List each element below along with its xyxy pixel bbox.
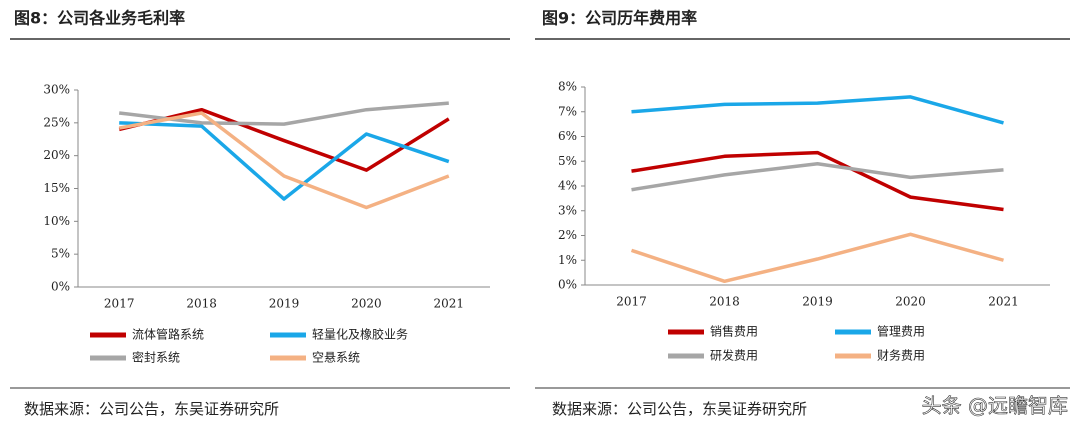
legend-label: 轻量化及橡胶业务 xyxy=(312,327,408,342)
x-tick-label: 2021 xyxy=(988,295,1019,309)
legend-label: 空悬系统 xyxy=(312,351,360,365)
y-tick-label: 8% xyxy=(558,80,577,94)
chart-title: 图9：公司历年费用率 xyxy=(542,9,697,28)
y-tick-label: 0% xyxy=(558,278,577,292)
x-tick-label: 2021 xyxy=(434,297,465,311)
series-line xyxy=(118,101,449,126)
y-tick-label: 0% xyxy=(51,280,70,294)
y-tick-label: 7% xyxy=(558,104,577,118)
y-tick-label: 25% xyxy=(43,115,70,129)
y-tick-label: 5% xyxy=(558,154,577,168)
x-tick-label: 2020 xyxy=(895,295,926,309)
legend-label: 流体管路系统 xyxy=(132,327,204,342)
x-tick-label: 2018 xyxy=(709,295,740,309)
series-line xyxy=(631,150,1004,212)
watermark: 头条 @远瞻智库 xyxy=(922,394,1068,418)
series-line xyxy=(118,111,450,210)
legend-label: 管理费用 xyxy=(877,324,925,339)
x-tick-label: 2017 xyxy=(616,295,647,309)
series-line xyxy=(631,95,1004,125)
y-tick-label: 6% xyxy=(558,129,577,143)
legend-label: 销售费用 xyxy=(710,324,758,339)
y-tick-label: 5% xyxy=(51,247,70,261)
x-tick-label: 2019 xyxy=(269,297,300,311)
series-line xyxy=(631,161,1004,192)
series-line xyxy=(630,232,1004,284)
x-tick-label: 2019 xyxy=(802,295,833,309)
x-tick-label: 2017 xyxy=(104,297,135,311)
y-tick-label: 1% xyxy=(558,253,577,267)
y-tick-label: 2% xyxy=(558,228,577,242)
y-tick-label: 3% xyxy=(558,203,577,217)
legend-label: 研发费用 xyxy=(710,348,758,363)
x-tick-label: 2020 xyxy=(351,297,382,311)
source: 数据来源：公司公告，东吴证券研究所 xyxy=(552,400,807,418)
legend-label: 密封系统 xyxy=(132,350,180,365)
y-tick-label: 30% xyxy=(43,83,70,97)
y-tick-label: 15% xyxy=(43,181,70,195)
series-line xyxy=(119,121,450,201)
y-tick-label: 4% xyxy=(558,179,577,193)
y-tick-label: 10% xyxy=(43,214,70,228)
source: 数据来源：公司公告，东吴证券研究所 xyxy=(24,400,279,418)
legend-label: 财务费用 xyxy=(877,348,925,363)
y-tick-label: 20% xyxy=(43,148,70,162)
chart-title: 图8：公司各业务毛利率 xyxy=(14,9,185,28)
x-tick-label: 2018 xyxy=(186,297,217,311)
